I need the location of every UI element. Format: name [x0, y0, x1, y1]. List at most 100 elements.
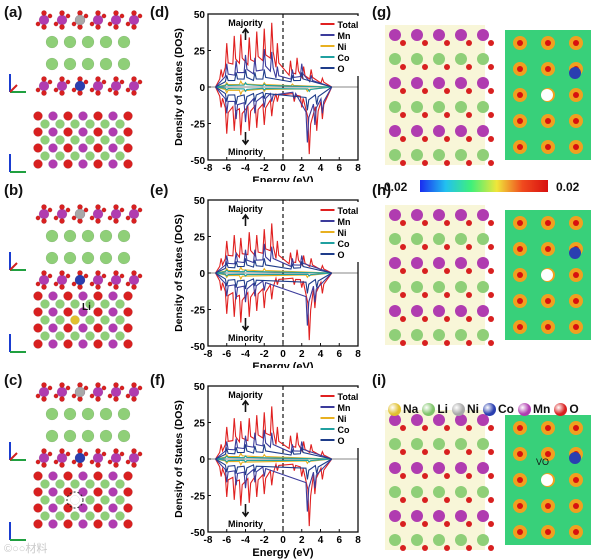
- minority-annotation: Minority: [228, 519, 263, 529]
- panel-label-a: (a): [4, 4, 23, 21]
- majority-annotation: Majority: [228, 204, 263, 214]
- atom-swatch: [518, 402, 532, 416]
- dos-series-total-up: [215, 406, 332, 460]
- atom-legend-item: Co: [483, 402, 514, 416]
- dos-series-mn-down: [215, 458, 333, 512]
- atom-legend-label: Ni: [467, 402, 480, 416]
- atom-legend: Na Li Ni Co Mn O: [388, 398, 602, 420]
- panel-label-e: (e): [150, 182, 169, 199]
- legend-label: O: [338, 250, 345, 260]
- x-tick-label: 4: [318, 163, 324, 174]
- x-tick-label: 0: [280, 163, 286, 174]
- colorbar-max-label: 0.02: [556, 180, 580, 194]
- atom-swatch: [483, 402, 497, 416]
- panel-label-d: (d): [150, 4, 170, 21]
- dos-series-o-up: [215, 69, 332, 88]
- dos-series-o-down: [215, 272, 333, 294]
- dos-series-mn-up: [215, 243, 332, 274]
- axis-triad-b2: [9, 334, 26, 353]
- atom-legend-label: Na: [403, 402, 419, 416]
- y-tick-label: -50: [191, 156, 206, 167]
- x-tick-label: -4: [241, 349, 250, 360]
- dos-series-ni-down: [215, 86, 332, 96]
- x-tick-label: -2: [260, 163, 269, 174]
- x-tick-label: -8: [204, 535, 213, 546]
- dos-series-total-down: [215, 272, 333, 341]
- atom-legend-item: Na: [388, 402, 418, 416]
- atom-swatch: [422, 402, 436, 416]
- axis-triad-b: [9, 252, 26, 271]
- x-tick-label: 2: [299, 349, 305, 360]
- x-tick-label: -2: [260, 535, 269, 546]
- atom-legend-label: O: [569, 402, 579, 416]
- atom-swatch: [554, 402, 568, 416]
- legend-label: Ni: [338, 228, 347, 238]
- crystal-structures-left: [33, 10, 143, 529]
- minority-annotation: Minority: [228, 333, 263, 343]
- legend-label: Total: [338, 206, 359, 216]
- x-tick-label: -6: [222, 535, 231, 546]
- majority-annotation: Majority: [228, 18, 263, 28]
- y-tick-label: -25: [191, 120, 206, 131]
- panel-label-b: (b): [4, 182, 24, 199]
- x-tick-label: 2: [299, 163, 305, 174]
- dos-series-total-up: [215, 22, 333, 88]
- dos-chart-f: -8 -6 -4 -2 0 2 4 6 8 50 25 0 -25 -50 Energy (eV) Densi…: [173, 382, 369, 559]
- atom-legend-item: Mn: [518, 402, 550, 416]
- dos-series-co-down: [215, 272, 332, 277]
- dos-series-ni-up: [215, 79, 332, 88]
- y-tick-label: -25: [191, 306, 206, 317]
- y-tick-label: 50: [194, 196, 206, 207]
- minority-arrow: [241, 504, 250, 518]
- majority-annotation: Majority: [228, 390, 263, 400]
- dos-series-co-down: [215, 458, 332, 463]
- dos-chart-d: -8 -6 -4 -2 0 2 4 6 8 50 25 0 -25 -50 Energy (eV) Densi…: [173, 10, 369, 182]
- legend-label: Mn: [338, 217, 351, 227]
- y-axis-label: Density of States (DOS): [173, 400, 185, 518]
- x-tick-label: 0: [280, 349, 286, 360]
- legend-label: Total: [338, 392, 359, 402]
- legend-label: O: [338, 436, 345, 446]
- legend-label: Ni: [338, 414, 347, 424]
- axis-triad-c: [9, 442, 26, 461]
- minority-arrow: [241, 132, 250, 146]
- y-tick-label: 50: [194, 10, 206, 21]
- x-axis-label: Energy (eV): [252, 175, 313, 182]
- dos-series-co-up: [215, 455, 332, 460]
- dos-series-total-up: [215, 223, 332, 274]
- vo-label: VO: [536, 457, 550, 467]
- legend-label: Mn: [338, 403, 351, 413]
- panel-label-g: (g): [372, 4, 392, 21]
- axis-triad-a2: [9, 154, 26, 173]
- x-tick-label: 8: [355, 349, 361, 360]
- legend-label: Ni: [338, 42, 347, 52]
- legend-label: Total: [338, 20, 359, 30]
- x-tick-label: -2: [260, 349, 269, 360]
- axis-triad-c2: [9, 522, 26, 541]
- dos-series-o-down: [215, 86, 333, 111]
- panel-label-f: (f): [150, 372, 165, 389]
- x-tick-label: -6: [222, 349, 231, 360]
- x-tick-label: 4: [318, 349, 324, 360]
- y-axis-label: Density of States (DOS): [173, 28, 185, 146]
- atom-swatch: [388, 402, 401, 416]
- atom-swatch: [452, 402, 466, 416]
- majority-arrow: [241, 27, 250, 40]
- y-tick-label: 25: [194, 419, 206, 430]
- x-axis-label: Energy (eV): [252, 361, 313, 368]
- dos-series-mn-up: [215, 429, 332, 460]
- dos-series-total-down: [215, 86, 333, 155]
- colorbar-min-label: -0.02: [380, 180, 408, 194]
- colorbar: [420, 180, 548, 192]
- x-tick-label: -4: [241, 163, 250, 174]
- y-tick-label: -25: [191, 492, 206, 503]
- dos-chart-e: -8 -6 -4 -2 0 2 4 6 8 50 25 0 -25 -50 Energy (eV) Densi…: [173, 196, 369, 368]
- y-tick-label: 0: [199, 83, 205, 94]
- y-axis-label: Density of States (DOS): [173, 214, 185, 332]
- dos-series-co-up: [215, 269, 332, 274]
- dos-series-mn-down: [215, 86, 333, 143]
- dos-series-ni-down: [215, 272, 332, 281]
- panel-label-h: (h): [372, 182, 392, 199]
- dos-series-co-down: [215, 86, 332, 93]
- panel-label-i: (i): [372, 372, 387, 389]
